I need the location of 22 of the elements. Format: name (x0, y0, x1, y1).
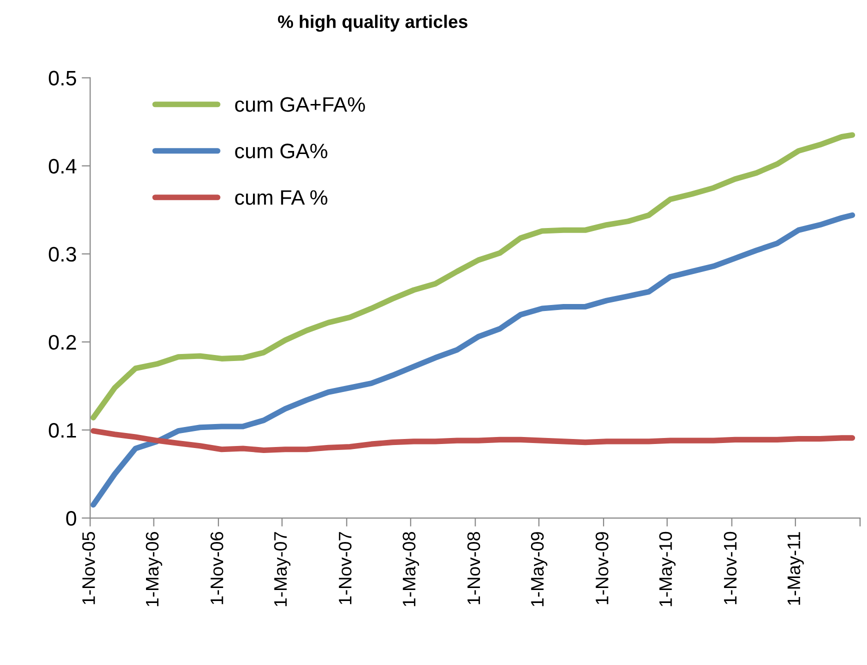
x-tick-label: 1-Nov-10 (724, 532, 737, 604)
x-tick-label: 1-Nov-09 (596, 532, 608, 604)
x-tick-label: 1-Nov-05 (82, 532, 96, 604)
x-tick-label: 1-May-10 (659, 532, 676, 606)
x-tick-label: 1-May-09 (530, 532, 548, 606)
legend-label: cum GA+FA% (235, 97, 365, 112)
x-tick-label: 1-May-08 (402, 532, 420, 606)
x-tick-label: 1-May-11 (788, 532, 804, 605)
chart-title: % high quality articles (278, 14, 468, 32)
x-tick-label: 1-Nov-06 (210, 532, 224, 604)
y-tick-label: 0.2 (48, 334, 76, 350)
y-tick-label: 0.1 (48, 422, 76, 438)
legend-label: cum FA % (235, 190, 328, 205)
y-tick-label: 0.4 (48, 158, 76, 174)
x-tick-label: 1-Nov-07 (338, 532, 352, 604)
x-tick-label: 1-Nov-08 (467, 532, 480, 604)
y-tick-label: 0.3 (48, 246, 76, 262)
legend-label: cum GA% (235, 144, 328, 158)
y-tick-label: 0 (66, 511, 76, 526)
y-tick-label: 0.5 (48, 70, 76, 86)
x-tick-label: 1-May-07 (274, 532, 290, 606)
x-tick-label: 1-May-06 (146, 532, 162, 606)
